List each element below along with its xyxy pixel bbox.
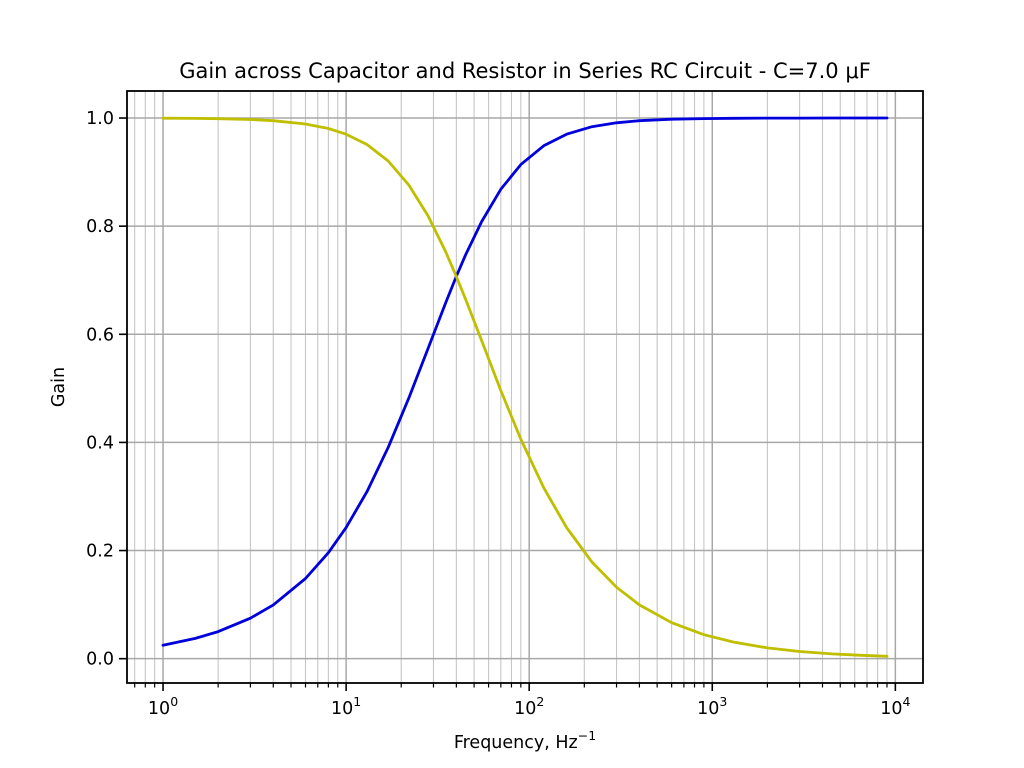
x-tick-label: 103 [697,694,727,719]
x-tick-label: 102 [514,694,544,719]
series-line-resistor-gain-highpass [161,116,889,647]
series-lines [161,116,889,658]
x-tick-label: 101 [331,694,361,719]
grid-minor [134,91,888,683]
grid-major [127,91,923,683]
axis-ticks [119,117,897,691]
y-tick-label: 0.6 [86,325,114,345]
y-tick-label: 0.8 [86,217,114,237]
y-tick-labels: 0.0 0.2 0.4 0.6 0.8 1.0 [86,109,114,670]
y-tick-label: 0.4 [86,433,114,453]
y-axis-label: Gain [49,367,69,407]
y-tick-label: 1.0 [86,109,114,129]
y-tick-label: 0.0 [86,650,114,670]
axes-frame [126,90,924,684]
x-tick-labels: 100 101 102 103 104 [148,694,911,719]
y-tick-label: 0.2 [86,542,114,562]
series-line-capacitor-gain-lowpass [161,116,889,658]
chart-title: Gain across Capacitor and Resistor in Se… [179,59,871,83]
x-tick-label: 104 [880,694,910,719]
x-axis-label: Frequency, Hz−1 [454,728,596,753]
x-tick-label: 100 [148,694,178,719]
